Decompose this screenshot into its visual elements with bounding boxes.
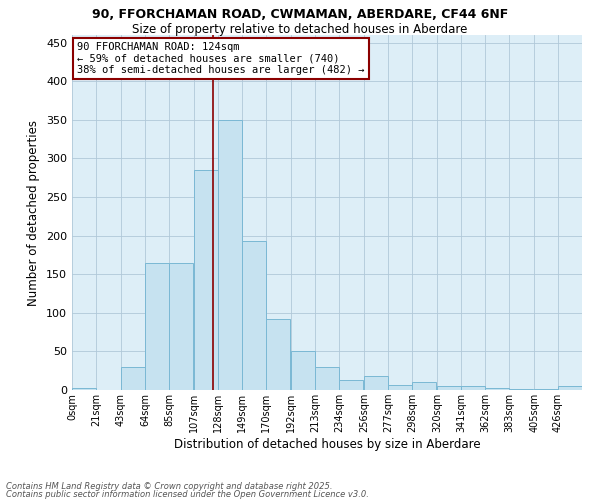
- Text: Size of property relative to detached houses in Aberdare: Size of property relative to detached ho…: [133, 22, 467, 36]
- Text: Contains public sector information licensed under the Open Government Licence v3: Contains public sector information licen…: [6, 490, 369, 499]
- Bar: [437, 386, 461, 390]
- Text: Contains HM Land Registry data © Crown copyright and database right 2025.: Contains HM Land Registry data © Crown c…: [6, 482, 332, 491]
- Bar: [291, 352, 315, 390]
- Bar: [72, 388, 96, 390]
- Text: 90, FFORCHAMAN ROAD, CWMAMAN, ABERDARE, CF44 6NF: 90, FFORCHAMAN ROAD, CWMAMAN, ABERDARE, …: [92, 8, 508, 20]
- Bar: [461, 386, 485, 390]
- Bar: [266, 319, 290, 390]
- X-axis label: Distribution of detached houses by size in Aberdare: Distribution of detached houses by size …: [173, 438, 481, 451]
- Bar: [534, 389, 558, 390]
- Bar: [412, 382, 436, 390]
- Bar: [388, 384, 412, 390]
- Bar: [169, 262, 193, 390]
- Bar: [121, 367, 145, 390]
- Bar: [218, 120, 242, 390]
- Bar: [509, 389, 533, 390]
- Text: 90 FFORCHAMAN ROAD: 124sqm
← 59% of detached houses are smaller (740)
38% of sem: 90 FFORCHAMAN ROAD: 124sqm ← 59% of deta…: [77, 42, 365, 76]
- Bar: [485, 388, 509, 390]
- Bar: [194, 170, 218, 390]
- Bar: [145, 262, 169, 390]
- Bar: [315, 367, 339, 390]
- Bar: [364, 376, 388, 390]
- Bar: [558, 386, 582, 390]
- Y-axis label: Number of detached properties: Number of detached properties: [28, 120, 40, 306]
- Bar: [242, 241, 266, 390]
- Bar: [339, 380, 363, 390]
